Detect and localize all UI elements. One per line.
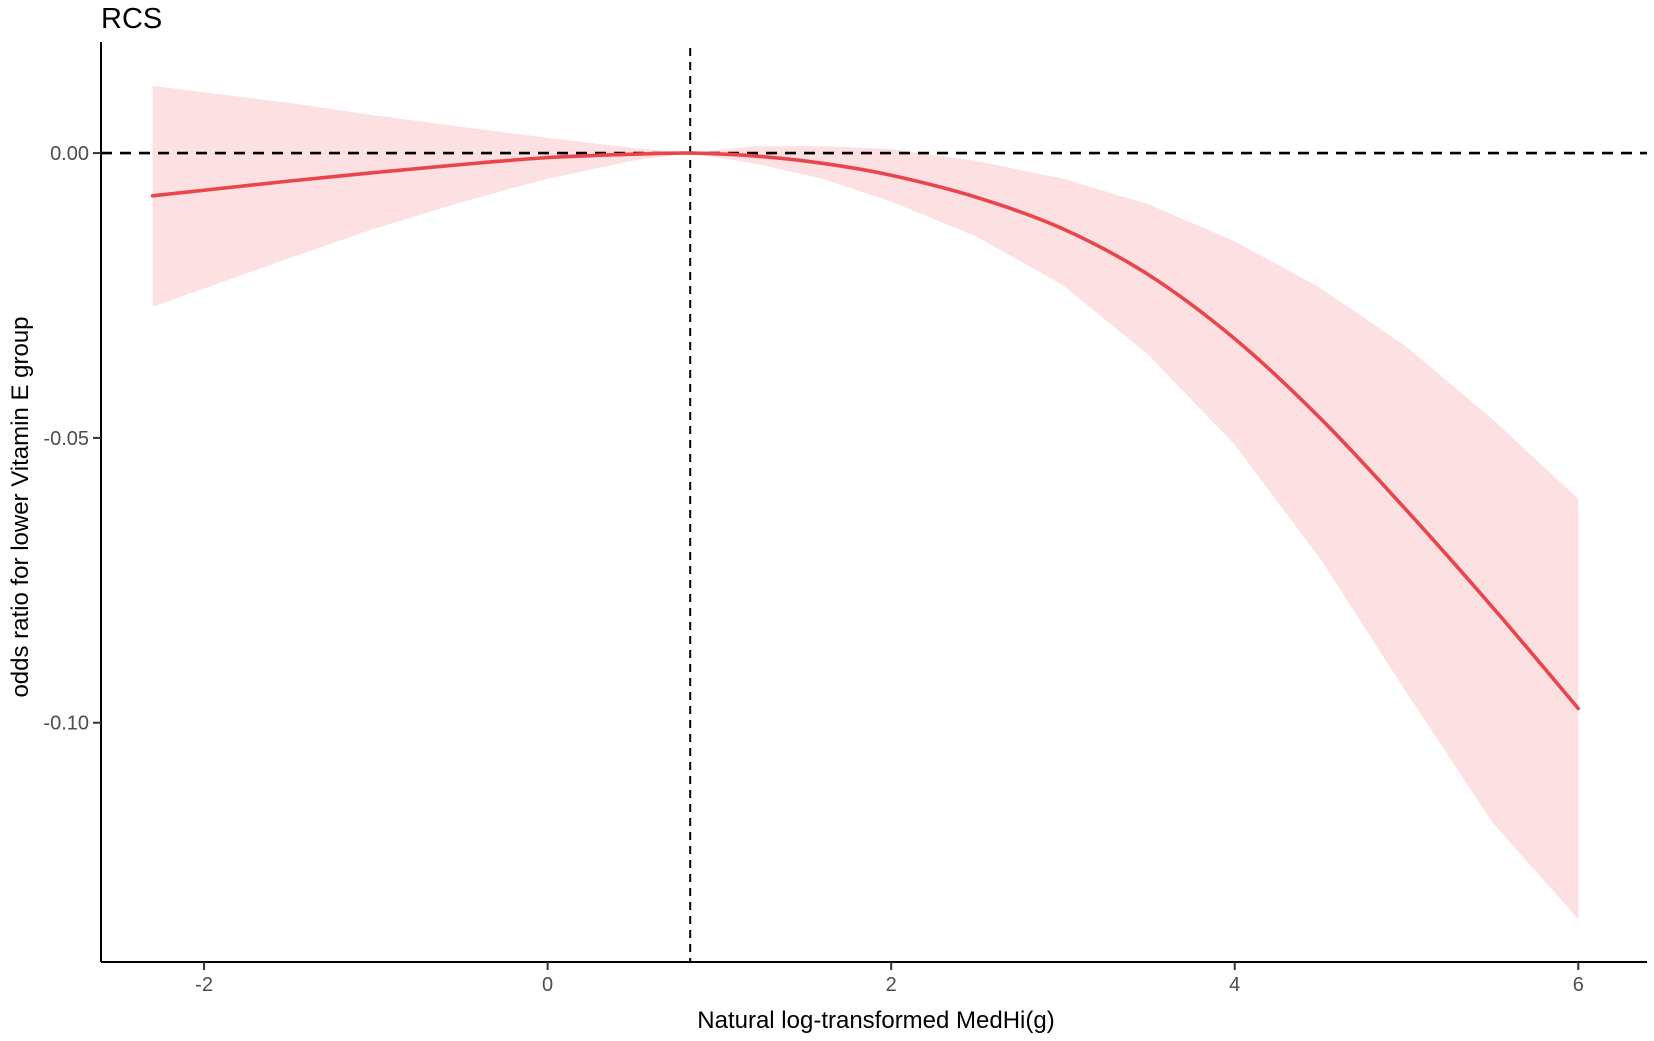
y-tick-label: 0.00 [50,143,89,165]
x-tick-label: 2 [886,974,897,996]
y-axis-title: odds ratio for lower Vitamin E group [7,316,34,697]
x-axis-title: Natural log-transformed MedHi(g) [697,1007,1054,1034]
axes-layer: -2 0 2 4 6 0.00 -0.05 -0.10 [43,42,1647,996]
chart-title: RCS [101,3,162,35]
y-tick-label: -0.05 [43,428,89,450]
rcs-curve-layer [150,151,1581,711]
x-tick-label: 6 [1573,974,1584,996]
rcs-curve [150,151,1581,711]
reference-lines-layer [101,48,1647,962]
y-tick-label: -0.10 [43,713,89,735]
x-tick-label: 4 [1229,974,1240,996]
x-tick-label: 0 [542,974,553,996]
x-tick-label: -2 [195,974,213,996]
confidence-band [152,85,1579,920]
confidence-band-layer [152,85,1579,920]
